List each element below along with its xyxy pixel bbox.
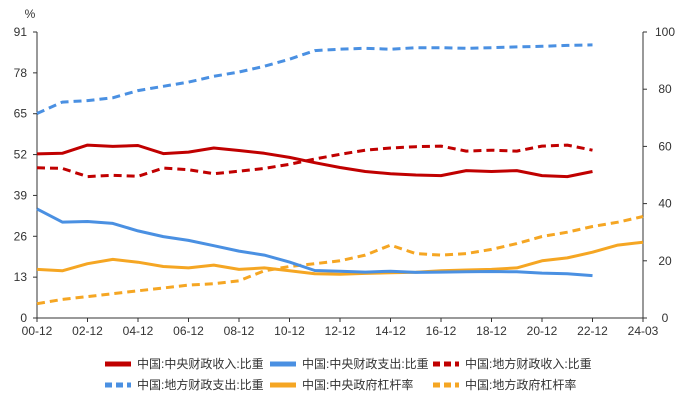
axes: % 0 13 26 39 52 65 78 91 0 20 40 60 80 100 00-12 02-12 04… <box>14 7 676 338</box>
left-tick-label: 39 <box>14 188 28 202</box>
legend-label: 中国:地方财政收入:比重 <box>465 356 592 371</box>
legend-label: 中国:中央财政支出:比重 <box>302 356 429 371</box>
x-tick-label: 00-12 <box>22 324 53 338</box>
legend-label: 中国:中央政府杠杆率 <box>302 377 413 392</box>
right-tick-label: 0 <box>662 311 669 325</box>
series-line-4 <box>36 240 644 276</box>
left-axis-unit: % <box>25 7 36 21</box>
right-tick-label: 20 <box>658 254 672 268</box>
x-tick-label: 22-12 <box>577 324 608 338</box>
x-tick-label: 08-12 <box>224 324 255 338</box>
right-tick-label: 80 <box>658 82 672 96</box>
series-line-1 <box>36 207 593 278</box>
x-tick-label: 10-12 <box>274 324 305 338</box>
left-tick-label: 13 <box>14 270 28 284</box>
x-tick-label: 14-12 <box>375 324 406 338</box>
x-tick-label: 18-12 <box>476 324 507 338</box>
series-line-0 <box>36 143 593 179</box>
left-tick-label: 78 <box>14 66 28 80</box>
right-tick-label: 40 <box>658 197 672 211</box>
legend-label: 中国:地方财政支出:比重 <box>137 377 264 392</box>
left-tick-label: 91 <box>14 25 28 39</box>
left-tick-label: 26 <box>14 229 28 243</box>
x-tick-label: 02-12 <box>72 324 103 338</box>
series-layer <box>36 43 644 306</box>
legend-label: 中国:中央财政收入:比重 <box>137 356 264 371</box>
x-tick-label: 04-12 <box>123 324 154 338</box>
left-tick-label: 0 <box>20 311 27 325</box>
right-tick-label: 100 <box>655 25 675 39</box>
left-tick-label: 52 <box>14 148 28 162</box>
x-tick-label: 16-12 <box>426 324 457 338</box>
right-tick-label: 60 <box>658 139 672 153</box>
x-tick-label: 20-12 <box>527 324 558 338</box>
x-tick-label: 24-03 <box>628 324 659 338</box>
series-line-2 <box>36 143 593 179</box>
x-tick-label: 12-12 <box>325 324 356 338</box>
series-line-3 <box>36 43 593 115</box>
legend: 中国:中央财政收入:比重 中国:中央财政支出:比重 中国:地方财政收入:比重中国:地… <box>105 356 592 392</box>
left-tick-label: 65 <box>14 107 28 121</box>
series-line-5 <box>36 215 644 306</box>
legend-label: 中国:地方政府杠杆率 <box>465 377 576 392</box>
x-tick-label: 06-12 <box>173 324 204 338</box>
